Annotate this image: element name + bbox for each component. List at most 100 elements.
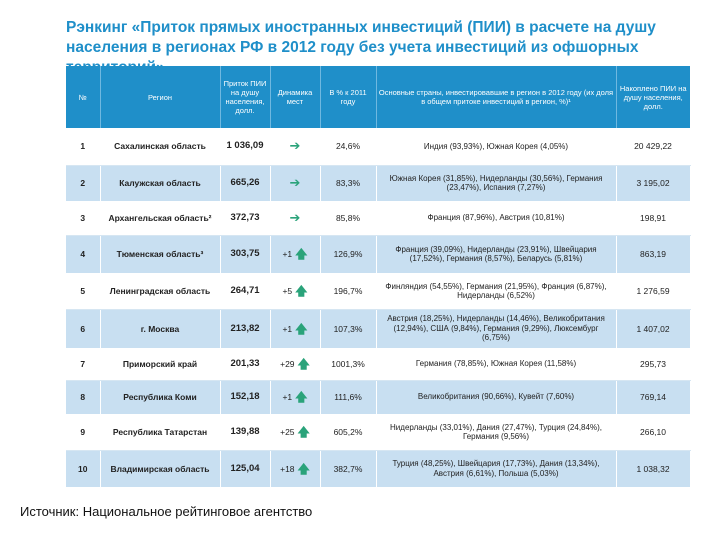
rank-cell: 10 bbox=[66, 450, 101, 488]
countries-cell: Франция (39,09%), Нидерланды (23,91%), Ш… bbox=[376, 235, 617, 274]
dynamics-value: +18 🡅 bbox=[280, 461, 310, 476]
region-cell: Тюменская область³ bbox=[100, 235, 221, 274]
dynamics-value: +1 🡅 bbox=[282, 390, 308, 404]
ranking-table: № Регион Приток ПИИ на душу населения, д… bbox=[66, 66, 691, 488]
region-cell: Владимирская область bbox=[100, 450, 221, 488]
table-row: 10 Владимирская область 125,04 +18 🡅 382,7% Ту… bbox=[66, 450, 691, 488]
countries-cell: Франция (87,96%), Австрия (10,81%) bbox=[376, 201, 617, 236]
pct-cell: 605,2% bbox=[320, 414, 377, 451]
accum-cell: 769,14 bbox=[616, 380, 691, 415]
dynamics-value: +1 🡅 bbox=[282, 321, 308, 336]
arrow-right-icon: ➔ bbox=[289, 174, 301, 190]
ppi-cell: 1 036,09 bbox=[220, 128, 271, 166]
dynamics-cell: +25 🡅 bbox=[270, 414, 321, 451]
accum-cell: 3 195,02 bbox=[616, 165, 691, 202]
pct-cell: 126,9% bbox=[320, 235, 377, 274]
arrow-right-icon: ➔ bbox=[289, 137, 301, 153]
arrow-up-icon: 🡅 bbox=[295, 321, 308, 336]
table-row: 6 г. Москва 213,82 +1 🡅 107,3% Австрия (18,25%… bbox=[66, 309, 691, 349]
header-num: № bbox=[66, 66, 101, 128]
region-cell: Калужская область bbox=[100, 165, 221, 202]
ppi-cell: 201,33 bbox=[220, 348, 271, 381]
dynamics-value: +29 🡅 bbox=[280, 357, 310, 371]
table-row: 9 Республика Татарстан 139,88 +25 🡅 605,2% Нид… bbox=[66, 414, 691, 451]
ppi-cell: 213,82 bbox=[220, 309, 271, 349]
pct-cell: 83,3% bbox=[320, 165, 377, 202]
region-cell: Архангельская область² bbox=[100, 201, 221, 236]
region-cell: Республика Коми bbox=[100, 380, 221, 415]
dynamics-text: +1 bbox=[282, 323, 293, 334]
header-countries: Основные страны, инвестировавшие в регио… bbox=[376, 66, 617, 128]
rank-cell: 4 bbox=[66, 235, 101, 274]
pct-cell: 24,6% bbox=[320, 128, 377, 166]
ppi-cell: 125,04 bbox=[220, 450, 271, 488]
rank-cell: 8 bbox=[66, 380, 101, 415]
countries-cell: Финляндия (54,55%), Германия (21,95%), Ф… bbox=[376, 273, 617, 310]
table-row: 3 Архангельская область² 372,73 ➔ 85,8% Франц… bbox=[66, 201, 691, 236]
header-region: Регион bbox=[100, 66, 221, 128]
table-row: 7 Приморский край 201,33 +29 🡅 1001,3% Германи… bbox=[66, 348, 691, 381]
arrow-up-icon: 🡅 bbox=[295, 284, 308, 298]
dynamics-value: +5 🡅 bbox=[282, 284, 308, 298]
ppi-cell: 372,73 bbox=[220, 201, 271, 236]
table-row: 5 Ленинградская область 264,71 +5 🡅 196,7% Фин… bbox=[66, 273, 691, 310]
region-cell: Приморский край bbox=[100, 348, 221, 381]
header-dynamics: Динамика мест bbox=[270, 66, 321, 128]
ppi-cell: 152,18 bbox=[220, 380, 271, 415]
dynamics-cell: +1 🡅 bbox=[270, 380, 321, 415]
accum-cell: 1 276,59 bbox=[616, 273, 691, 310]
dynamics-cell: +1 🡅 bbox=[270, 235, 321, 274]
dynamics-value: ➔ bbox=[289, 137, 301, 153]
dynamics-cell: +29 🡅 bbox=[270, 348, 321, 381]
header-pct2011: В % к 2011 году bbox=[320, 66, 377, 128]
pct-cell: 111,6% bbox=[320, 380, 377, 415]
rank-cell: 3 bbox=[66, 201, 101, 236]
accum-cell: 295,73 bbox=[616, 348, 691, 381]
dynamics-cell: ➔ bbox=[270, 128, 321, 166]
table-row: 1 Сахалинская область 1 036,09 ➔ 24,6% Индия … bbox=[66, 128, 691, 166]
table-body: 1 Сахалинская область 1 036,09 ➔ 24,6% Индия … bbox=[66, 128, 691, 488]
ppi-cell: 264,71 bbox=[220, 273, 271, 310]
header-accum: Накоплено ПИИ на душу населения, долл. bbox=[616, 66, 690, 128]
countries-cell: Турция (48,25%), Швейцария (17,73%), Дан… bbox=[376, 450, 617, 488]
dynamics-text: +1 bbox=[282, 249, 293, 259]
arrow-up-icon: 🡅 bbox=[297, 357, 310, 371]
ppi-cell: 139,88 bbox=[220, 414, 271, 451]
dynamics-value: ➔ bbox=[289, 174, 301, 190]
dynamics-text: +25 bbox=[280, 427, 295, 437]
arrow-up-icon: 🡅 bbox=[295, 247, 308, 261]
table-header-row: № Регион Приток ПИИ на душу населения, д… bbox=[66, 66, 690, 128]
pct-cell: 382,7% bbox=[320, 450, 377, 488]
accum-cell: 863,19 bbox=[616, 235, 691, 274]
countries-cell: Австрия (18,25%), Нидерланды (14,46%), В… bbox=[376, 309, 617, 349]
rank-cell: 2 bbox=[66, 165, 101, 202]
pct-cell: 107,3% bbox=[320, 309, 377, 349]
region-cell: Республика Татарстан bbox=[100, 414, 221, 451]
dynamics-text: +5 bbox=[282, 286, 293, 296]
accum-cell: 1 407,02 bbox=[616, 309, 691, 349]
arrow-up-icon: 🡅 bbox=[297, 425, 310, 439]
table-row: 4 Тюменская область³ 303,75 +1 🡅 126,9% Франци… bbox=[66, 235, 691, 274]
rank-cell: 9 bbox=[66, 414, 101, 451]
region-cell: г. Москва bbox=[100, 309, 221, 349]
countries-cell: Южная Корея (31,85%), Нидерланды (30,56%… bbox=[376, 165, 617, 202]
dynamics-cell: ➔ bbox=[270, 165, 321, 202]
dynamics-text: +29 bbox=[280, 359, 295, 369]
arrow-up-icon: 🡅 bbox=[297, 461, 310, 476]
accum-cell: 198,91 bbox=[616, 201, 691, 236]
dynamics-value: +1 🡅 bbox=[282, 247, 308, 261]
dynamics-cell: +18 🡅 bbox=[270, 450, 321, 488]
countries-cell: Нидерланды (33,01%), Дания (27,47%), Тур… bbox=[376, 414, 617, 451]
accum-cell: 266,10 bbox=[616, 414, 691, 451]
countries-cell: Индия (93,93%), Южная Корея (4,05%) bbox=[376, 128, 617, 166]
dynamics-cell: ➔ bbox=[270, 201, 321, 236]
arrow-up-icon: 🡅 bbox=[295, 390, 308, 404]
pct-cell: 85,8% bbox=[320, 201, 377, 236]
accum-cell: 20 429,22 bbox=[616, 128, 691, 166]
dynamics-text: +1 bbox=[282, 392, 293, 402]
pct-cell: 196,7% bbox=[320, 273, 377, 310]
countries-cell: Великобритания (90,66%), Кувейт (7,60%) bbox=[376, 380, 617, 415]
ranking-table-wrapper: № Регион Приток ПИИ на душу населения, д… bbox=[66, 66, 691, 488]
region-cell: Сахалинская область bbox=[100, 128, 221, 166]
region-cell: Ленинградская область bbox=[100, 273, 221, 310]
